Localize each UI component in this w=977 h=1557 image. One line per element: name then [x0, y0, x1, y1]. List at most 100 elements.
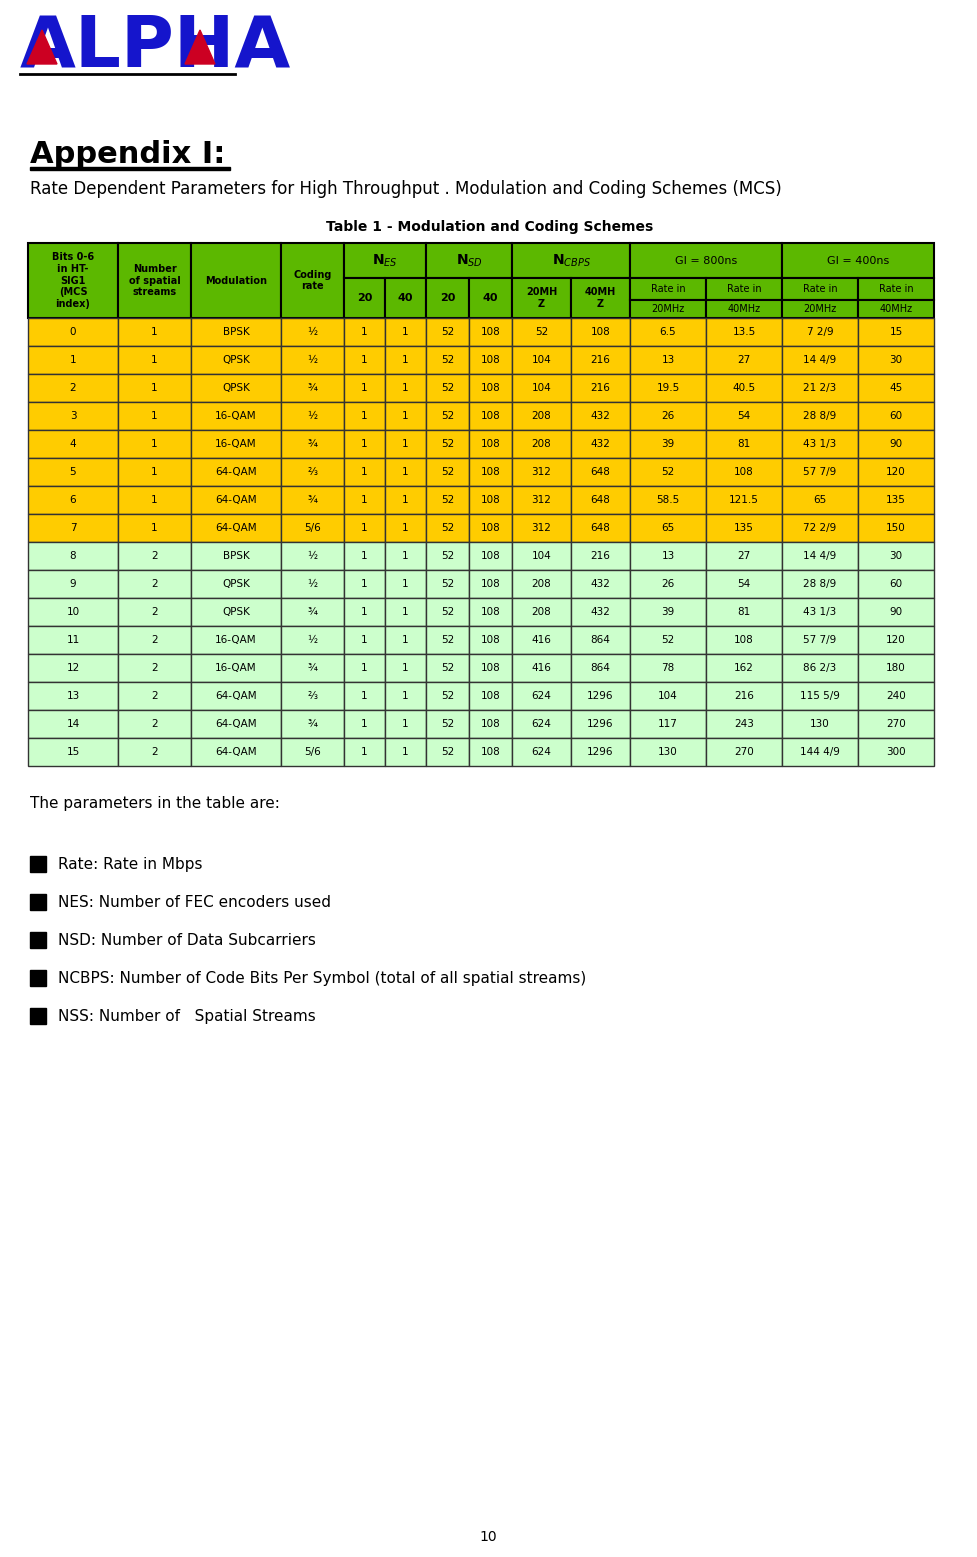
Text: 58.5: 58.5	[657, 495, 680, 504]
Text: 30: 30	[889, 551, 903, 561]
Bar	[630, 598, 706, 626]
Bar	[630, 738, 706, 766]
Text: 6: 6	[69, 495, 76, 504]
Text: 312: 312	[531, 495, 551, 504]
Bar	[344, 402, 385, 430]
Bar	[30, 970, 46, 986]
Bar	[782, 598, 858, 626]
Text: 7 2/9: 7 2/9	[807, 327, 833, 336]
Bar	[469, 374, 512, 402]
Text: 104: 104	[531, 383, 551, 392]
Text: 1: 1	[151, 495, 158, 504]
Bar	[858, 598, 934, 626]
Bar	[630, 542, 706, 570]
Text: 416: 416	[531, 635, 551, 645]
Bar	[706, 346, 782, 374]
Text: 52: 52	[441, 411, 454, 420]
Bar	[281, 738, 344, 766]
Text: 108: 108	[481, 495, 500, 504]
Text: 2: 2	[151, 663, 158, 673]
Text: 648: 648	[590, 467, 611, 476]
Bar	[118, 710, 191, 738]
Bar	[426, 626, 469, 654]
Text: 150: 150	[886, 523, 906, 532]
Text: 86 2/3: 86 2/3	[803, 663, 836, 673]
Bar	[782, 514, 858, 542]
Text: 20MHz: 20MHz	[652, 304, 685, 315]
Text: 1: 1	[151, 355, 158, 364]
Text: Rate in: Rate in	[803, 283, 837, 294]
Text: 1: 1	[403, 663, 408, 673]
Bar	[782, 738, 858, 766]
Text: 81: 81	[738, 439, 750, 448]
Bar	[344, 279, 385, 318]
Bar	[571, 514, 630, 542]
Text: 14 4/9: 14 4/9	[803, 551, 836, 561]
Bar	[706, 654, 782, 682]
Text: Rate Dependent Parameters for High Throughput . Modulation and Coding Schemes (M: Rate Dependent Parameters for High Throu…	[30, 181, 782, 198]
Bar	[706, 570, 782, 598]
Bar	[28, 542, 118, 570]
Bar	[469, 682, 512, 710]
Text: 57 7/9: 57 7/9	[803, 467, 836, 476]
Text: 135: 135	[734, 523, 754, 532]
Bar	[28, 458, 118, 486]
Bar	[706, 598, 782, 626]
Bar	[426, 318, 469, 346]
Bar	[385, 514, 426, 542]
Bar	[512, 542, 571, 570]
Bar	[571, 570, 630, 598]
Text: 90: 90	[889, 439, 903, 448]
Bar	[512, 279, 571, 318]
Bar	[706, 374, 782, 402]
Text: 14 4/9: 14 4/9	[803, 355, 836, 364]
Bar	[469, 542, 512, 570]
Bar	[571, 486, 630, 514]
Bar	[344, 542, 385, 570]
Text: BPSK: BPSK	[223, 551, 249, 561]
Text: Table 1 - Modulation and Coding Schemes: Table 1 - Modulation and Coding Schemes	[326, 220, 654, 234]
Text: 3: 3	[69, 411, 76, 420]
Bar	[191, 598, 281, 626]
Bar	[469, 570, 512, 598]
Bar	[512, 514, 571, 542]
Bar	[344, 430, 385, 458]
Bar	[630, 374, 706, 402]
Bar	[426, 458, 469, 486]
Text: Rate in: Rate in	[727, 283, 761, 294]
Text: 26: 26	[661, 579, 675, 589]
Bar	[571, 318, 630, 346]
Bar	[30, 933, 46, 948]
Bar	[28, 682, 118, 710]
Text: 52: 52	[441, 327, 454, 336]
Text: 20: 20	[440, 293, 455, 304]
Text: 648: 648	[590, 495, 611, 504]
Bar	[782, 402, 858, 430]
Text: 216: 216	[590, 355, 611, 364]
Bar	[344, 374, 385, 402]
Text: 1: 1	[361, 523, 367, 532]
Bar	[858, 430, 934, 458]
Bar	[469, 738, 512, 766]
Text: 2: 2	[151, 747, 158, 757]
Bar	[281, 710, 344, 738]
Bar	[706, 542, 782, 570]
Bar	[426, 514, 469, 542]
Bar	[630, 402, 706, 430]
Bar	[512, 374, 571, 402]
Text: 19.5: 19.5	[657, 383, 680, 392]
Bar	[782, 682, 858, 710]
Text: 13: 13	[661, 355, 675, 364]
Text: 270: 270	[734, 747, 754, 757]
Bar	[426, 598, 469, 626]
Text: 15: 15	[66, 747, 79, 757]
Bar	[191, 402, 281, 430]
Bar	[28, 738, 118, 766]
Text: 432: 432	[590, 439, 611, 448]
Text: NES: Number of FEC encoders used: NES: Number of FEC encoders used	[58, 895, 331, 909]
Bar	[28, 514, 118, 542]
Bar	[571, 346, 630, 374]
Text: 52: 52	[441, 663, 454, 673]
Text: ¾: ¾	[308, 663, 318, 673]
Text: 39: 39	[661, 607, 675, 617]
